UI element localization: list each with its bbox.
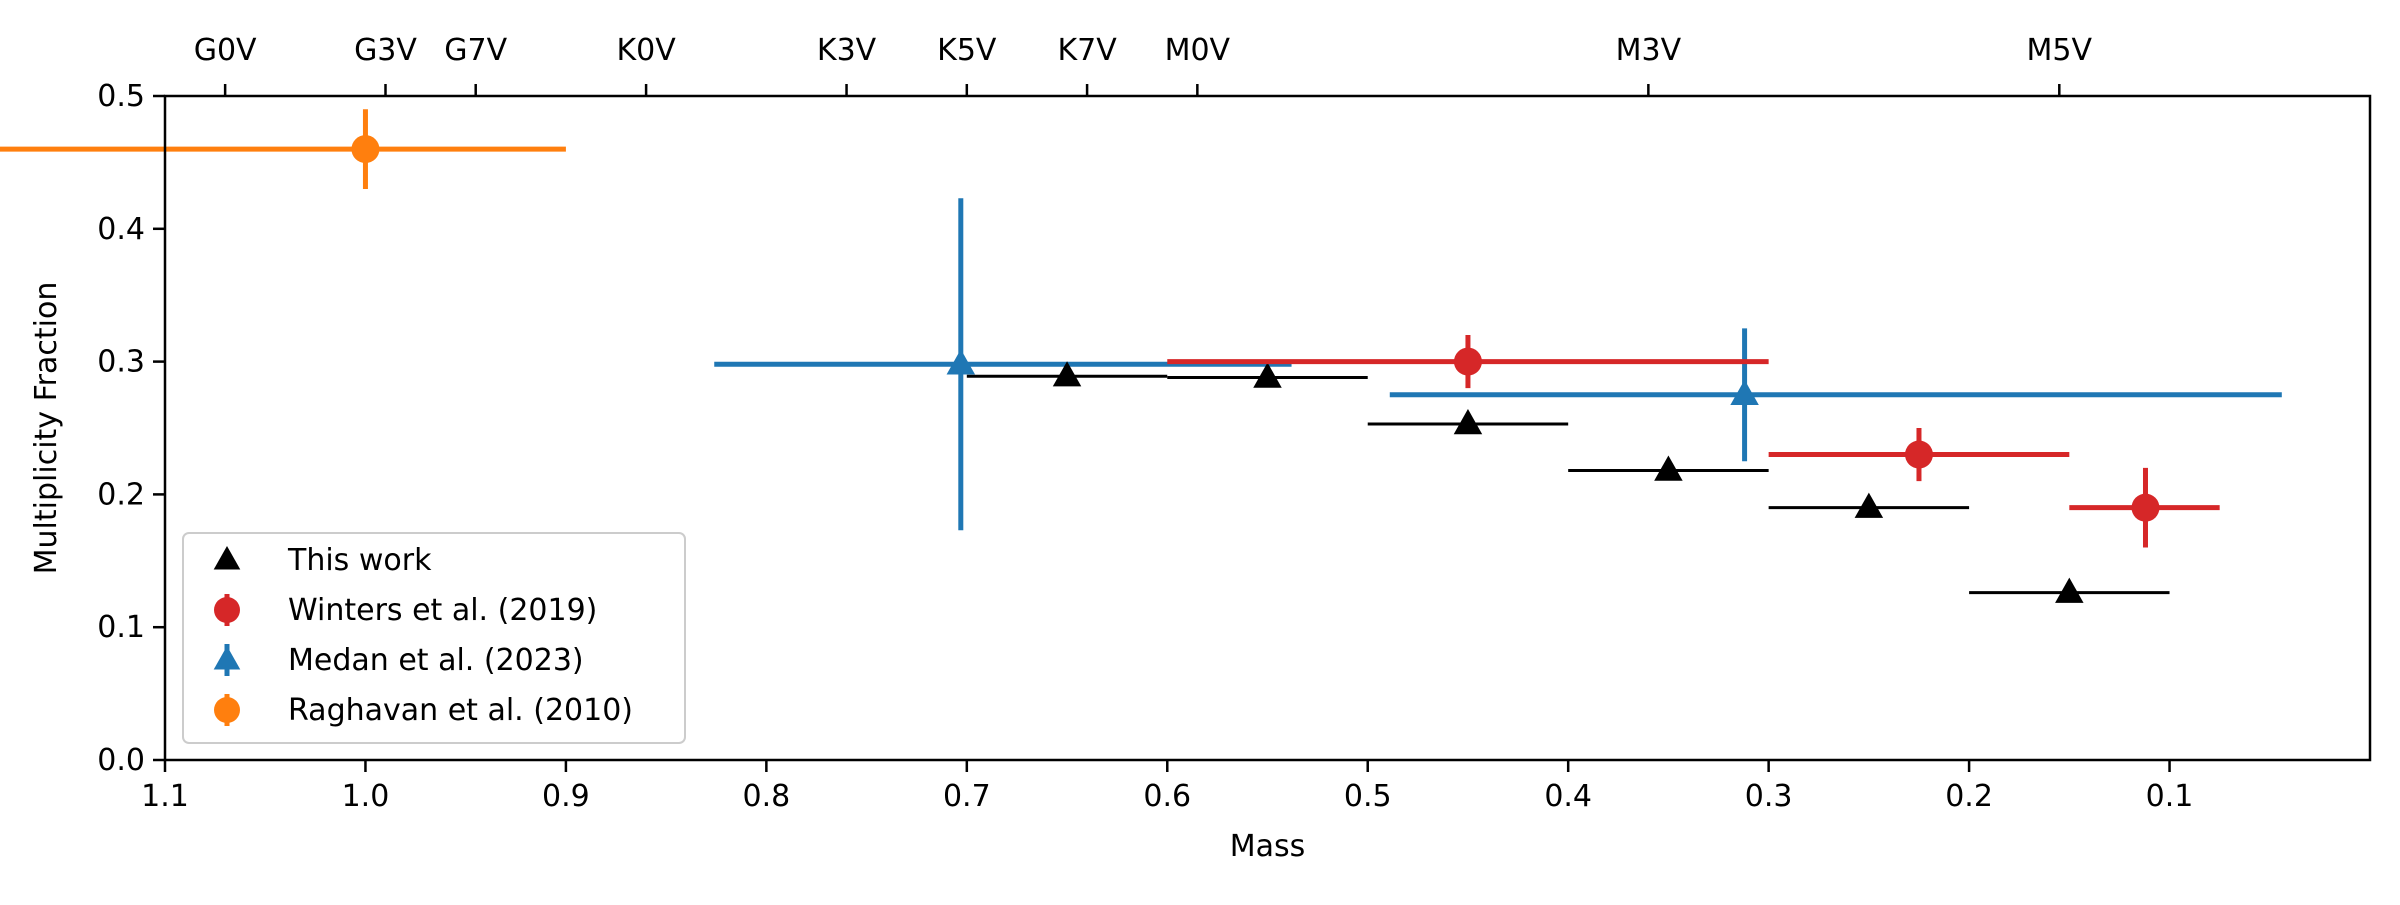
y-tick-label: 0.2 — [97, 477, 145, 512]
data-point — [946, 349, 976, 375]
x-tick-label: 0.9 — [542, 779, 590, 814]
x-axis-ticks: 1.1 1.0 0.9 0.8 0.7 0.6 0.5 0.4 0.3 0.2 0.1 — [141, 760, 2193, 814]
legend-label: Medan et al. (2023) — [288, 643, 584, 678]
data-point — [1453, 409, 1483, 435]
top-tick-label: K7V — [1057, 33, 1117, 68]
series-this-work — [966, 361, 2170, 603]
x-tick-label: 0.7 — [943, 779, 991, 814]
y-tick-label: 0.1 — [97, 610, 145, 645]
y-tick-label: 0.3 — [97, 345, 145, 380]
data-point — [2131, 493, 2160, 522]
data-point — [1453, 347, 1482, 376]
top-tick-label: K3V — [817, 33, 877, 68]
series-medan-et-al-2023 — [714, 198, 2282, 531]
y-axis-label: Multiplicity Fraction — [29, 282, 64, 575]
plot-series — [0, 109, 2282, 603]
x-tick-label: 0.2 — [1945, 779, 1993, 814]
y-tick-label: 0.4 — [97, 212, 145, 247]
x-tick-label: 0.3 — [1745, 779, 1793, 814]
x-tick-label: 0.4 — [1544, 779, 1592, 814]
data-point — [1654, 455, 1683, 481]
top-tick-label: K0V — [616, 33, 676, 68]
y-tick-label: 0.0 — [97, 743, 145, 778]
data-point — [1904, 440, 1933, 469]
top-tick-label: M0V — [1165, 33, 1231, 68]
series-raghavan-et-al-2010 — [0, 109, 566, 189]
x-tick-label: 1.0 — [342, 779, 390, 814]
data-point — [1253, 362, 1282, 388]
top-tick-label: M5V — [2027, 33, 2093, 68]
top-tick-label: G7V — [444, 33, 507, 68]
data-point — [2055, 577, 2084, 603]
top-tick-label: G0V — [194, 33, 257, 68]
top-tick-label: M3V — [1616, 33, 1682, 68]
legend-marker — [214, 697, 240, 723]
data-point — [1052, 361, 1082, 387]
top-tick-label: G3V — [354, 33, 417, 68]
x-tick-label: 0.8 — [743, 779, 791, 814]
x-tick-label: 0.6 — [1143, 779, 1191, 814]
legend: This work Winters et al. (2019) Medan et a… — [182, 532, 686, 744]
legend-frame — [182, 532, 686, 744]
plot-area-frame — [163, 94, 2372, 762]
data-point — [1854, 492, 1884, 518]
y-tick-label: 0.5 — [97, 79, 145, 114]
legend-label: Raghavan et al. (2010) — [288, 693, 633, 728]
x-tick-label: 1.1 — [141, 779, 189, 814]
data-point — [1730, 379, 1759, 405]
x-axis-label: Mass — [1230, 829, 1306, 864]
legend-marker — [213, 646, 241, 670]
series-winters-et-al-2019 — [1167, 335, 2220, 548]
x-tick-label: 0.5 — [1344, 779, 1392, 814]
top-tick-label: K5V — [937, 33, 997, 68]
data-point — [351, 135, 380, 164]
legend-label: This work — [287, 543, 432, 578]
legend-marker — [213, 546, 241, 570]
top-spectral-type-axis: G0V G3V G7V K0V K3V K5V K7V M0V M3V M5V — [194, 33, 2093, 96]
legend-label: Winters et al. (2019) — [288, 593, 597, 628]
y-axis-ticks: 0.0 0.1 0.2 0.3 0.4 0.5 — [97, 79, 165, 778]
legend-marker — [214, 597, 240, 623]
x-tick-label: 0.1 — [2146, 779, 2194, 814]
